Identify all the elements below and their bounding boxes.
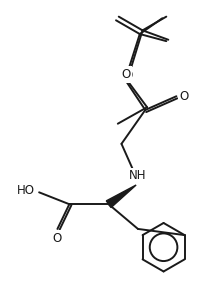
Polygon shape: [106, 185, 136, 208]
Text: O: O: [53, 231, 62, 245]
Text: NH: NH: [129, 169, 147, 182]
Text: O: O: [179, 90, 188, 103]
Text: HO: HO: [17, 184, 35, 197]
Text: O: O: [123, 69, 133, 82]
Text: O: O: [121, 68, 131, 81]
